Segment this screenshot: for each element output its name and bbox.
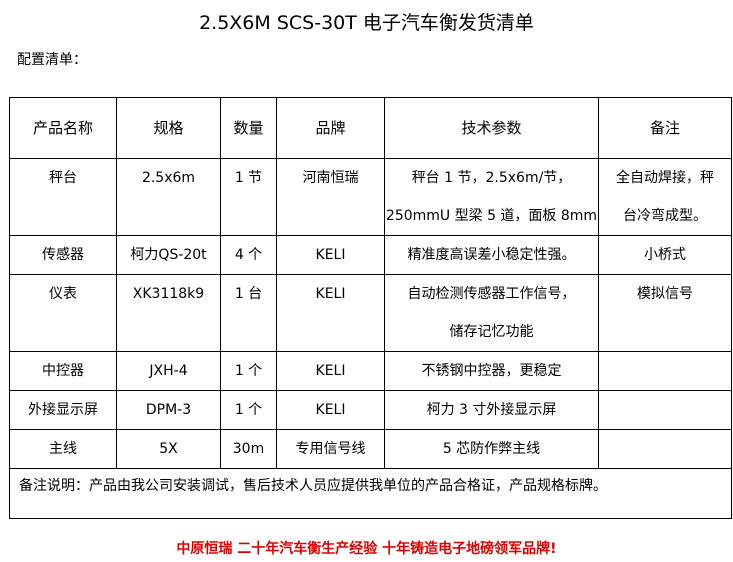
header-cell: 规格 <box>116 97 221 159</box>
spec-cell: 2.5x6m <box>116 158 221 236</box>
note-row: 备注说明：产品由我公司安装调试，售后技术人员应提供我单位的产品合格证，产品规格标… <box>9 468 732 519</box>
tech-params-cell: 柯力 3 寸外接显示屏 <box>384 390 599 430</box>
tech-params-cell: 5 芯防作弊主线 <box>384 429 599 469</box>
slogan: 中原恒瑞 二十年汽车衡生产经验 十年铸造电子地磅领军品牌! <box>176 541 557 557</box>
remark-cell-line: 模拟信号 <box>637 286 693 302</box>
product-name-cell: 传感器 <box>9 235 117 275</box>
table-row: 主线 5X 30m 专用信号线 5 芯防作弊主线 <box>9 429 732 469</box>
table-row: 仪表 XK3118k9 1 台 KELI 自动检测传感器工作信号， 储存记忆功能 模拟信号 <box>9 274 732 352</box>
quantity-cell: 1 个 <box>220 351 277 391</box>
tech-params-cell: 不锈钢中控器，更稳定 <box>384 351 599 391</box>
page-title: 2.5X6M SCS-30T 电子汽车衡发货清单 <box>199 12 534 34</box>
table-row: 秤台 2.5x6m 1 节河南恒瑞 秤台 1 节，2.5x6m/节， 250mmU 型梁… <box>9 158 732 236</box>
remark-cell-line: 台冷弯成型。 <box>623 208 707 224</box>
tech-params-cell-line: 不锈钢中控器，更稳定 <box>421 363 562 379</box>
tech-params-cell-line: 柯力 3 寸外接显示屏 <box>426 402 557 418</box>
spec-cell: 5X <box>116 429 221 469</box>
header-cell: 数量 <box>220 97 277 159</box>
product-name-cell: 秤台 <box>9 158 117 236</box>
remark-cell: 小桥式 <box>598 235 732 275</box>
config-list-label: 配置清单： <box>17 52 87 68</box>
spec-cell: JXH-4 <box>116 351 221 391</box>
quantity-cell: 1 节 <box>220 158 277 236</box>
tech-params-cell-line: 秤台 1 节，2.5x6m/节， <box>411 170 572 186</box>
remark-cell <box>598 390 732 430</box>
note-text: 备注说明：产品由我公司安装调试，售后技术人员应提供我单位的产品合格证，产品规格标… <box>9 468 732 519</box>
quantity-cell: 30m <box>220 429 277 469</box>
header-cell: 品牌 <box>276 97 385 159</box>
brand-cell: KELI <box>276 235 385 275</box>
tech-params-cell-line: 精准度高误差小稳定性强。 <box>407 247 576 263</box>
tech-params-cell: 自动检测传感器工作信号， 储存记忆功能 <box>384 274 599 352</box>
brand-cell: KELI <box>276 390 385 430</box>
product-name-cell: 主线 <box>9 429 117 469</box>
tech-params-cell-line: 自动检测传感器工作信号， <box>407 286 576 302</box>
remark-cell: 模拟信号 <box>598 274 732 352</box>
table-row: 传感器 柯力QS-20t 4 个 KELI 精准度高误差小稳定性强。 小桥式 <box>9 235 732 275</box>
tech-params-cell: 秤台 1 节，2.5x6m/节， 250mmU 型梁 5 道，面板 8mm <box>384 158 599 236</box>
remark-cell-line: 小桥式 <box>644 247 686 263</box>
table-row: 中控器 JXH-4 1 个 KELI 不锈钢中控器，更稳定 <box>9 351 732 391</box>
brand-cell: KELI <box>276 274 385 352</box>
remark-cell <box>598 351 732 391</box>
tech-params-cell-line: 储存记忆功能 <box>449 324 534 340</box>
remark-cell <box>598 429 732 469</box>
product-name-cell: 仪表 <box>9 274 117 352</box>
quantity-cell: 1 台 <box>220 274 277 352</box>
product-name-cell: 外接显示屏 <box>9 390 117 430</box>
spec-cell: XK3118k9 <box>116 274 221 352</box>
remark-cell: 全自动焊接，秤 台冷弯成型。 <box>598 158 732 236</box>
table-row: 外接显示屏 DPM-3 1 个 KELI 柯力 3 寸外接显示屏 <box>9 390 732 430</box>
tech-params-cell-line: 250mmU 型梁 5 道，面板 8mm <box>385 208 598 224</box>
tech-params-cell-line: 5 芯防作弊主线 <box>442 441 541 457</box>
brand-cell: KELI <box>276 351 385 391</box>
tech-params-cell: 精准度高误差小稳定性强。 <box>384 235 599 275</box>
brand-cell: 河南恒瑞 <box>276 158 385 236</box>
spec-cell: 柯力QS-20t <box>116 235 221 275</box>
shipping-list-table: 产品名称 规格 数量 品牌 技术参数 备注 秤台 2.5x6m 1 节河南恒瑞 秤台 … <box>9 97 732 519</box>
header-cell: 备注 <box>598 97 732 159</box>
header-cell: 产品名称 <box>9 97 117 159</box>
quantity-cell: 1 个 <box>220 390 277 430</box>
quantity-cell: 4 个 <box>220 235 277 275</box>
spec-cell: DPM-3 <box>116 390 221 430</box>
header-cell: 技术参数 <box>384 97 599 159</box>
table-header-row: 产品名称 规格 数量 品牌 技术参数 备注 <box>9 97 732 159</box>
remark-cell-line: 全自动焊接，秤 <box>616 170 714 186</box>
brand-cell: 专用信号线 <box>276 429 385 469</box>
product-name-cell: 中控器 <box>9 351 117 391</box>
